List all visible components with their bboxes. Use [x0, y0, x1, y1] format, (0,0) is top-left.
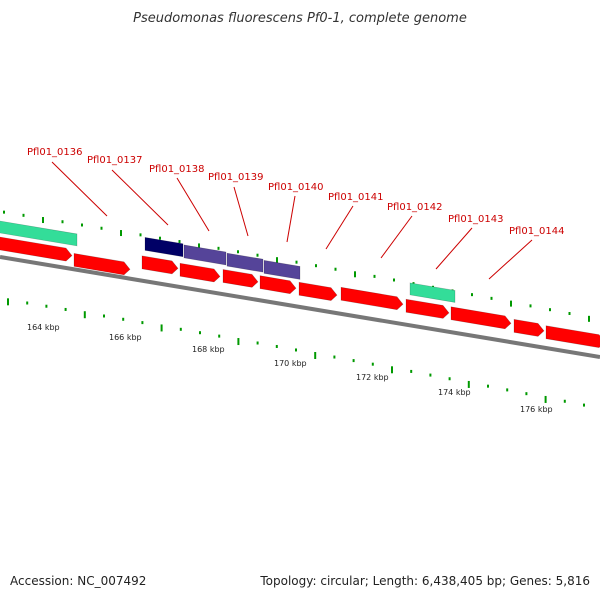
rna-feature [0, 220, 78, 247]
map-title: Pseudomonas fluorescens Pf0-1, complete … [133, 11, 467, 26]
label-leader-line [488, 239, 533, 280]
cds-feature [405, 298, 450, 319]
gene-label: Pfl01_0141 [328, 192, 384, 203]
gene-label: Pfl01_0144 [509, 226, 565, 237]
label-leader-line [435, 227, 473, 270]
cds-feature [73, 253, 131, 276]
cds-feature [0, 236, 73, 262]
cds-feature [513, 318, 545, 337]
kbp-label: 170 kbp [274, 359, 307, 368]
highlighted-feature [144, 237, 184, 258]
cds-feature [222, 269, 259, 288]
gene-label: Pfl01_0143 [448, 214, 504, 225]
kbp-label: 164 kbp [27, 323, 60, 332]
cds-feature [179, 262, 221, 283]
label-leader-line [380, 215, 413, 259]
gene-label: Pfl01_0137 [87, 155, 143, 166]
cds-feature [545, 325, 600, 348]
accession-text: Accession: NC_007492 [10, 574, 146, 588]
genome-backbone [0, 255, 600, 359]
highlighted-feature [263, 259, 301, 280]
label-leader-line [325, 205, 354, 250]
cds-feature [141, 255, 179, 275]
label-leader-line [233, 186, 249, 237]
highlighted-feature [183, 244, 227, 266]
cds-feature [340, 286, 404, 311]
scale-tick-track [7, 298, 585, 407]
label-leader-line [176, 177, 210, 232]
label-leader-line [51, 161, 108, 217]
feature-track [0, 220, 600, 348]
label-leader-line [111, 169, 169, 226]
gene-label: Pfl01_0139 [208, 172, 264, 183]
highlighted-feature [226, 252, 264, 273]
genome-stats-text: Topology: circular; Length: 6,438,405 bp… [259, 574, 590, 588]
kbp-label: 176 kbp [520, 405, 553, 414]
cds-feature [450, 306, 512, 330]
gene-label: Pfl01_0140 [268, 182, 324, 193]
kbp-label-group: 164 kbp 166 kbp 168 kbp 170 kbp 172 kbp 174 k… [27, 323, 553, 414]
kbp-label: 166 kbp [109, 333, 142, 342]
gene-label: Pfl01_0142 [387, 202, 443, 213]
gene-label-group: Pfl01_0136 Pfl01_0137 Pfl01_0138Pfl01_0139… [27, 147, 565, 280]
gene-label: Pfl01_0138 [149, 164, 205, 175]
cds-feature [298, 281, 338, 301]
kbp-label: 174 kbp [438, 388, 471, 397]
kbp-label: 168 kbp [192, 345, 225, 354]
gene-label: Pfl01_0136 [27, 147, 83, 158]
kbp-label: 172 kbp [356, 373, 389, 382]
label-leader-line [286, 195, 296, 243]
rna-feature [409, 282, 456, 303]
cds-feature [259, 275, 297, 295]
